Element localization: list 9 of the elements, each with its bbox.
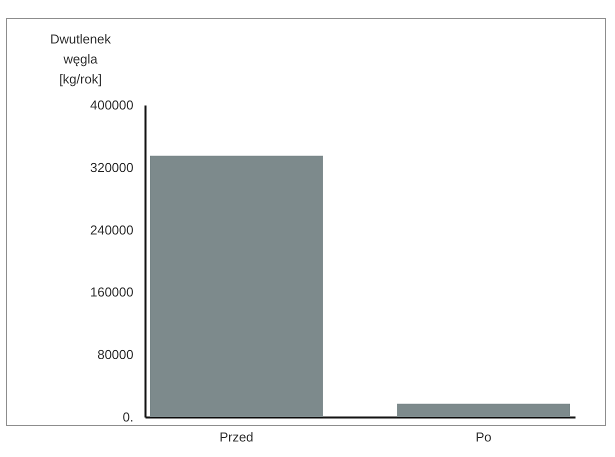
x-tick-label: Po: [476, 430, 492, 444]
y-tick-label: 400000: [90, 98, 134, 112]
y-axis-title: Dwutlenek węgla [kg/rok]: [50, 32, 112, 86]
y-tick-label: 160000: [90, 284, 134, 300]
y-tick-label: 80000: [97, 347, 134, 362]
y-tick-label: 240000: [90, 222, 134, 238]
y-tick-label: 0.: [122, 410, 134, 424]
x-tick-label: Przed: [219, 430, 254, 444]
y-tick-label: 320000: [90, 160, 134, 175]
